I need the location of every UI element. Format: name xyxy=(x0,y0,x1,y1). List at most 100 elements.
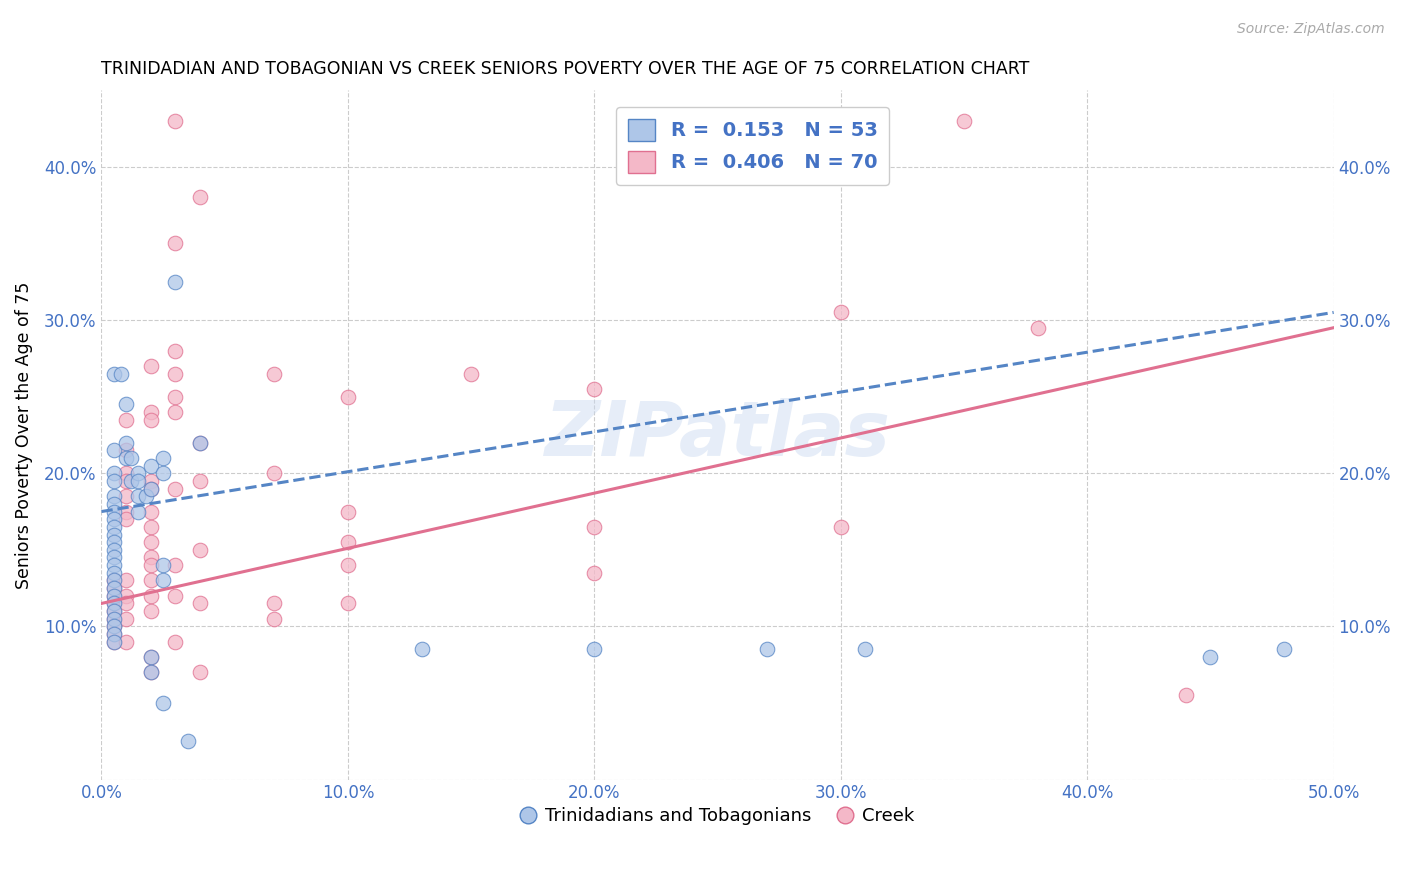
Point xyxy=(115,597,138,611)
Point xyxy=(336,390,359,404)
Point xyxy=(139,474,162,488)
Point xyxy=(188,665,211,680)
Point xyxy=(103,443,125,458)
Point xyxy=(165,558,187,573)
Point xyxy=(139,535,162,549)
Point xyxy=(139,405,162,419)
Point xyxy=(115,435,138,450)
Point xyxy=(103,520,125,534)
Point xyxy=(165,275,187,289)
Point xyxy=(115,504,138,518)
Point xyxy=(103,627,125,641)
Point xyxy=(263,467,285,481)
Point xyxy=(115,512,138,526)
Point xyxy=(1174,689,1197,703)
Point xyxy=(460,367,482,381)
Point xyxy=(103,489,125,503)
Point xyxy=(103,550,125,565)
Point xyxy=(103,535,125,549)
Point xyxy=(152,574,174,588)
Point xyxy=(139,458,162,473)
Point xyxy=(127,474,149,488)
Point xyxy=(139,504,162,518)
Point xyxy=(830,305,852,319)
Point xyxy=(177,734,200,748)
Point xyxy=(152,450,174,465)
Legend: Trinidadians and Tobagonians, Creek: Trinidadians and Tobagonians, Creek xyxy=(515,800,921,832)
Point xyxy=(263,367,285,381)
Point xyxy=(103,574,125,588)
Point xyxy=(855,642,877,657)
Point xyxy=(583,382,606,396)
Point xyxy=(103,581,125,595)
Point xyxy=(103,619,125,633)
Point xyxy=(127,489,149,503)
Point xyxy=(139,412,162,426)
Point xyxy=(115,443,138,458)
Point xyxy=(165,634,187,648)
Point xyxy=(103,634,125,648)
Point xyxy=(115,412,138,426)
Text: TRINIDADIAN AND TOBAGONIAN VS CREEK SENIORS POVERTY OVER THE AGE OF 75 CORRELATI: TRINIDADIAN AND TOBAGONIAN VS CREEK SENI… xyxy=(101,60,1029,78)
Point xyxy=(115,589,138,603)
Point xyxy=(263,597,285,611)
Point xyxy=(139,482,162,496)
Point xyxy=(583,642,606,657)
Point xyxy=(139,482,162,496)
Point xyxy=(115,574,138,588)
Point xyxy=(103,597,125,611)
Text: ZIPatlas: ZIPatlas xyxy=(544,398,890,472)
Point xyxy=(583,520,606,534)
Point xyxy=(115,612,138,626)
Point xyxy=(139,574,162,588)
Point xyxy=(139,650,162,665)
Point xyxy=(165,589,187,603)
Point xyxy=(103,619,125,633)
Point xyxy=(120,474,142,488)
Point xyxy=(336,597,359,611)
Point xyxy=(139,589,162,603)
Point xyxy=(336,535,359,549)
Point xyxy=(152,467,174,481)
Point xyxy=(127,467,149,481)
Point xyxy=(115,489,138,503)
Point xyxy=(103,589,125,603)
Point xyxy=(115,397,138,411)
Point xyxy=(120,450,142,465)
Point xyxy=(152,558,174,573)
Point xyxy=(103,597,125,611)
Point xyxy=(165,236,187,251)
Point xyxy=(115,467,138,481)
Point xyxy=(188,597,211,611)
Point xyxy=(103,589,125,603)
Point xyxy=(165,343,187,358)
Point xyxy=(1026,320,1049,334)
Point xyxy=(103,581,125,595)
Point xyxy=(103,527,125,541)
Point xyxy=(1199,650,1222,665)
Point xyxy=(110,367,132,381)
Point xyxy=(103,612,125,626)
Text: Source: ZipAtlas.com: Source: ZipAtlas.com xyxy=(1237,22,1385,37)
Point xyxy=(103,634,125,648)
Point xyxy=(103,604,125,618)
Point xyxy=(103,566,125,580)
Point xyxy=(411,642,433,657)
Point xyxy=(165,390,187,404)
Point xyxy=(165,482,187,496)
Point xyxy=(139,558,162,573)
Y-axis label: Seniors Poverty Over the Age of 75: Seniors Poverty Over the Age of 75 xyxy=(15,281,32,589)
Point xyxy=(103,542,125,557)
Point xyxy=(188,435,211,450)
Point xyxy=(103,604,125,618)
Point xyxy=(188,542,211,557)
Point xyxy=(139,604,162,618)
Point xyxy=(188,435,211,450)
Point xyxy=(103,474,125,488)
Point xyxy=(139,520,162,534)
Point xyxy=(139,650,162,665)
Point xyxy=(103,497,125,511)
Point xyxy=(336,504,359,518)
Point xyxy=(139,359,162,373)
Point xyxy=(165,114,187,128)
